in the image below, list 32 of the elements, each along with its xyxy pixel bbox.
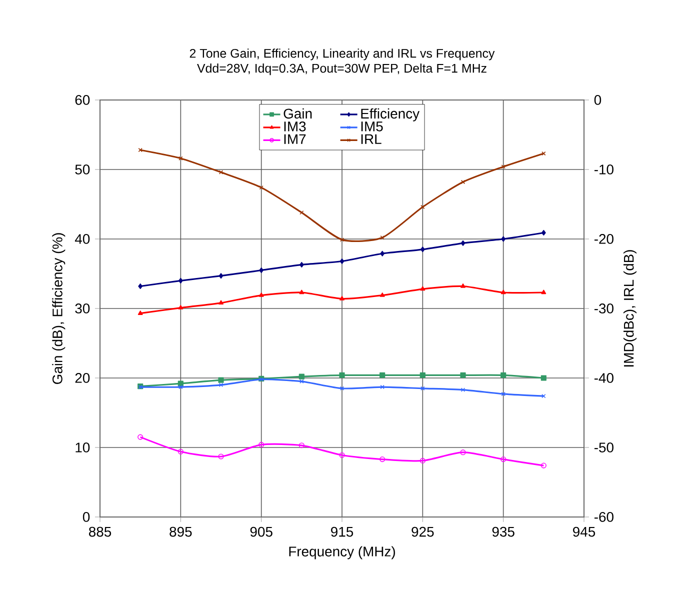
legend-label: IM7 — [284, 134, 306, 144]
y-tick-label: 60 — [75, 95, 90, 105]
y2-tick-label: -60 — [594, 512, 614, 522]
y-axis-title: Gain (dB), Efficiency (%) — [52, 233, 66, 384]
legend-label: IM5 — [361, 122, 383, 132]
y2-tick-label: -20 — [594, 234, 614, 244]
y2-tick-label: 0 — [594, 95, 602, 105]
chart-title: 2 Tone Gain, Efficiency, Linearity and IRL vs Frequency — [190, 48, 495, 60]
x-tick-label: 935 — [492, 526, 514, 537]
y2-tick-label: -10 — [594, 164, 614, 174]
y2-tick-label: -40 — [594, 373, 614, 383]
chart-subtitle: Vdd=28V, Idq=0.3A, Pout=30W PEP, Delta F=1 MHz — [197, 64, 486, 76]
y-tick-label: 20 — [75, 373, 90, 383]
y-tick-label: 0 — [82, 512, 90, 522]
x-axis-title: Frequency (MHz) — [289, 546, 395, 560]
legend-label: IM3 — [284, 122, 306, 132]
x-tick-label: 885 — [88, 526, 112, 537]
y-tick-label: 10 — [76, 442, 90, 452]
x-tick-label: 905 — [250, 526, 272, 537]
y2-axis-title: IMD(dBc), IRL (dB) — [624, 250, 637, 366]
x-tick-label: 915 — [331, 526, 354, 537]
y-tick-label: 40 — [74, 234, 90, 244]
y-tick-label: 30 — [75, 304, 90, 314]
y-tick-label: 50 — [75, 164, 90, 174]
legend-label: Gain — [284, 108, 312, 119]
y2-tick-label: -30 — [594, 304, 614, 314]
x-tick-label: 895 — [170, 526, 192, 537]
y2-tick-label: -50 — [594, 442, 614, 452]
x-tick-label: 945 — [573, 526, 596, 537]
x-tick-label: 925 — [412, 526, 434, 537]
legend-label: Efficiency — [361, 108, 420, 122]
legend-label: IRL — [361, 134, 382, 144]
